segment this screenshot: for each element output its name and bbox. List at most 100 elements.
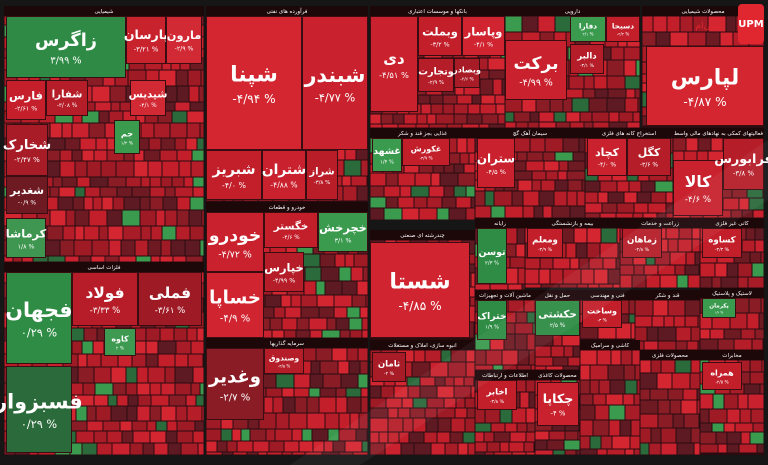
cell <box>577 191 585 206</box>
cell <box>276 413 289 429</box>
cell <box>154 123 170 138</box>
cell <box>370 418 388 432</box>
cell <box>192 150 204 161</box>
cell <box>370 208 384 220</box>
cell <box>563 366 579 370</box>
cell <box>698 138 711 151</box>
cell <box>522 16 538 32</box>
tile <box>6 366 72 453</box>
cell <box>480 79 493 95</box>
cell <box>713 394 724 409</box>
cell <box>612 436 630 449</box>
cell <box>338 361 349 374</box>
cell <box>531 365 535 370</box>
cell <box>454 164 464 173</box>
tile <box>627 138 671 176</box>
tile-change: -۴/۷۲ % <box>218 249 252 260</box>
cell <box>349 318 362 330</box>
sector-header <box>370 230 475 240</box>
cell <box>502 79 505 95</box>
cell <box>384 186 400 197</box>
cell <box>73 111 82 123</box>
cell <box>135 240 148 256</box>
cell <box>362 318 368 330</box>
cell <box>608 192 624 203</box>
cell <box>332 348 347 361</box>
cell <box>93 197 102 210</box>
cell <box>112 443 130 455</box>
cell <box>95 102 111 111</box>
cell <box>132 421 147 431</box>
cell <box>258 452 267 455</box>
cell <box>444 398 456 408</box>
cell <box>386 173 398 186</box>
cell <box>568 161 585 171</box>
cell <box>346 388 361 397</box>
tile-change: -۳/۳۳ % <box>90 306 120 316</box>
cell <box>580 405 595 420</box>
cell <box>193 367 204 383</box>
cell <box>138 395 151 406</box>
cell <box>580 365 590 380</box>
cell <box>184 177 193 187</box>
cell <box>327 318 336 330</box>
cell <box>517 152 527 161</box>
tile-change: -۳/۸ % <box>490 399 505 405</box>
cell <box>640 414 658 428</box>
tile <box>535 300 580 336</box>
cell <box>666 228 679 239</box>
cell <box>592 112 609 122</box>
tile-name: شبریز <box>211 162 255 178</box>
cell <box>161 138 175 150</box>
sector-header <box>525 218 620 228</box>
cell <box>427 114 436 124</box>
cell <box>601 228 617 243</box>
cell <box>62 123 72 138</box>
gloss <box>290 140 768 465</box>
cell <box>177 197 190 210</box>
cell <box>108 177 126 187</box>
cell <box>661 360 675 373</box>
cell <box>529 392 535 408</box>
cell <box>310 374 323 388</box>
cell <box>648 203 666 213</box>
tile-change: -۲/۷ % <box>220 393 250 404</box>
tile-name: غشهد <box>373 146 401 157</box>
cell <box>601 436 612 449</box>
cell <box>122 431 133 443</box>
tile-name: وبصادر <box>452 65 481 75</box>
cell <box>176 70 188 86</box>
tile-name: کگل <box>638 146 661 159</box>
tile-change: ۲/۵ % <box>550 323 566 329</box>
cell <box>496 104 505 114</box>
tile-change: ۱/۲ % <box>715 310 723 314</box>
cell <box>718 339 734 350</box>
tile <box>527 228 563 258</box>
cell <box>585 192 598 203</box>
cell <box>92 240 109 256</box>
cell <box>655 181 673 192</box>
tile <box>6 218 46 258</box>
sector-header <box>370 128 475 138</box>
cell <box>177 150 192 161</box>
cell <box>759 313 764 329</box>
tile <box>306 150 338 200</box>
tile-change: -۳/۸ % <box>314 180 331 186</box>
cell <box>191 341 204 354</box>
tile-name: شستا <box>389 269 450 294</box>
cell <box>609 405 625 420</box>
cell <box>96 138 107 150</box>
cell <box>597 350 611 365</box>
cell <box>440 173 458 186</box>
cell <box>70 443 82 455</box>
cell <box>566 243 576 258</box>
tile <box>206 212 264 272</box>
cell <box>291 295 301 307</box>
cell <box>407 377 420 386</box>
tiles: زاگرس ۳/۹۹ % پارسان -۳/۲۱ % مارون -۲/۹ % فارس -… <box>0 16 768 453</box>
cell <box>677 443 694 455</box>
sector-header <box>370 340 475 350</box>
cell <box>555 152 573 161</box>
cell <box>58 197 73 210</box>
cell <box>316 281 325 295</box>
